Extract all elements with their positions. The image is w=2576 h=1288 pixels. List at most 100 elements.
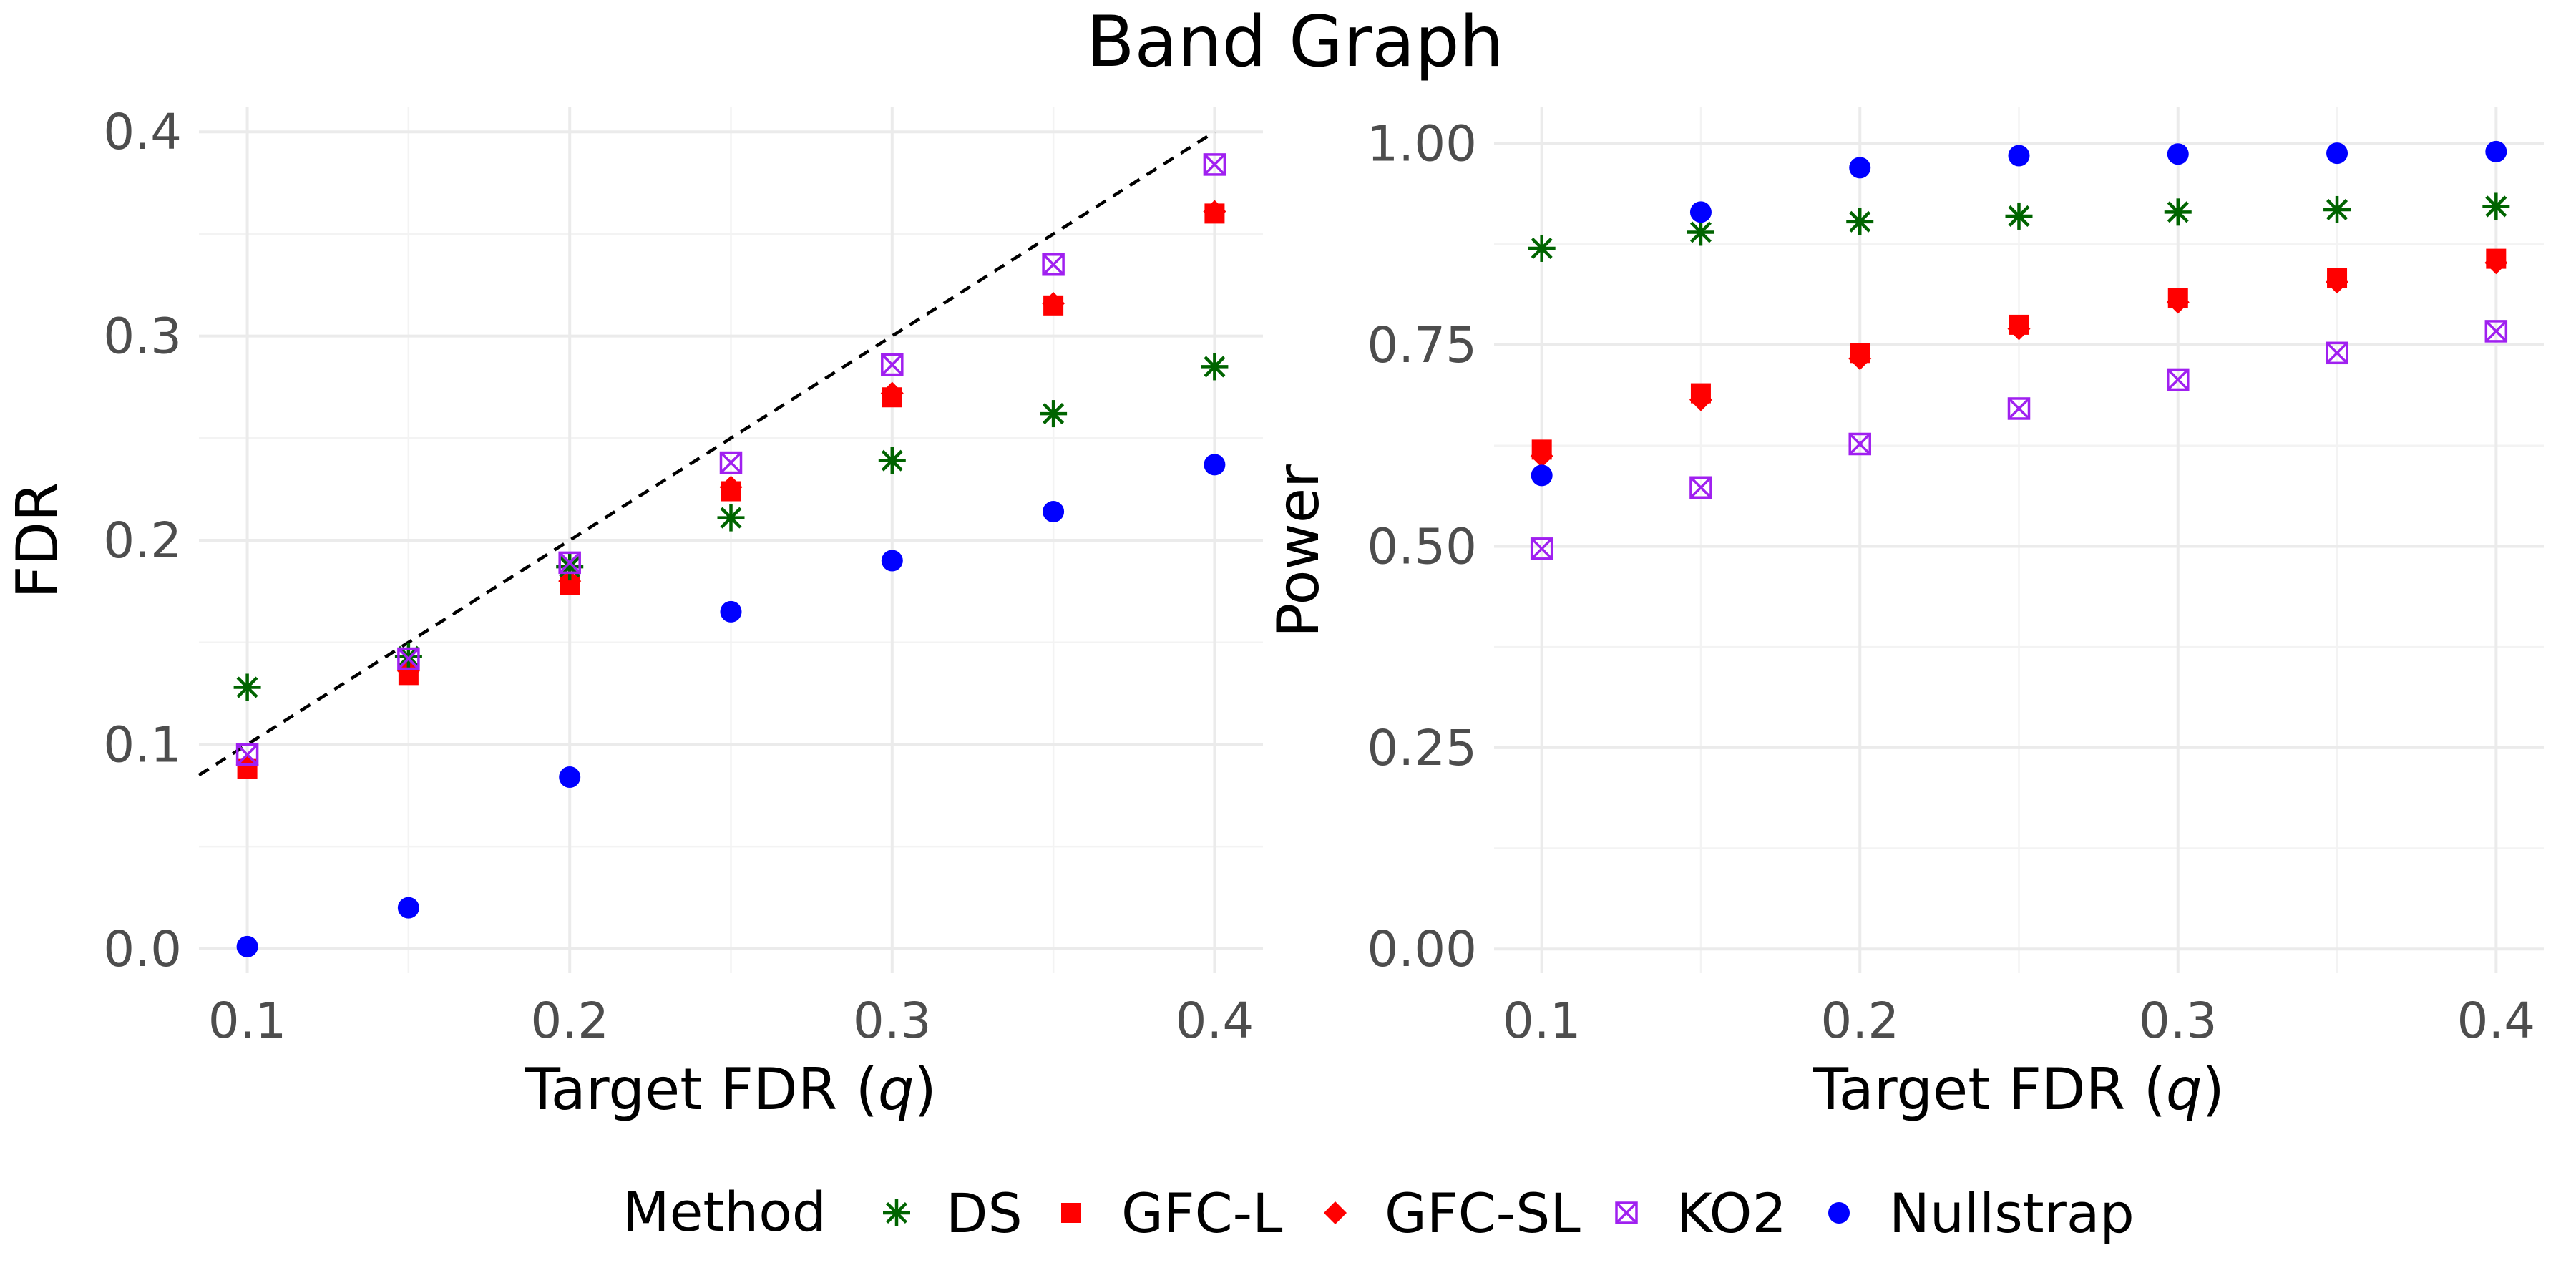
x-tick-label: 0.4 (1176, 992, 1254, 1050)
point-nullstrap (720, 600, 742, 623)
y-tick-label: 0.1 (103, 716, 182, 774)
point-ko2 (235, 743, 259, 766)
point-nullstrap (2326, 142, 2348, 165)
x-tick-label: 0.3 (2139, 992, 2218, 1050)
point-ko2 (719, 451, 743, 474)
point-nullstrap (2167, 143, 2189, 165)
legend-item-gfc-l: GFC-L (1061, 1181, 1282, 1245)
y-tick-label: 0.4 (103, 104, 182, 161)
x-axis-label: Target FDR (q) (525, 1056, 937, 1123)
point-ds (1040, 400, 1068, 428)
point-nullstrap (236, 935, 258, 957)
point-nullstrap (1849, 157, 1871, 179)
point-ds (878, 447, 906, 474)
point-nullstrap (2485, 140, 2507, 162)
point-ko2 (2007, 397, 2031, 420)
legend-key-nullstrap (1828, 1202, 1850, 1224)
point-ko2 (2484, 320, 2508, 343)
fdr-panel: 0.0 0.1 0.2 0.3 0.4 0.1 0.2 0.3 0.4 Target FDR (q… (4, 104, 1263, 1123)
legend-key-ds (883, 1199, 910, 1226)
legend-item-ko2: KO2 (1615, 1181, 1787, 1245)
point-ko2 (1042, 253, 1065, 276)
legend-key-gfc-l (1061, 1203, 1081, 1223)
point-ko2 (881, 353, 904, 376)
legend-title: Method (623, 1180, 826, 1244)
point-ko2 (397, 647, 420, 670)
point-ds (2482, 192, 2510, 220)
point-ds (2164, 198, 2192, 226)
point-nullstrap (1043, 501, 1065, 523)
point-ko2 (2167, 368, 2190, 391)
point-ko2 (1203, 153, 1226, 176)
series-nullstrap (236, 454, 1226, 957)
legend-label: DS (946, 1181, 1023, 1245)
x-tick-label: 0.2 (1820, 992, 1899, 1050)
y-tick-label: 0.50 (1367, 518, 1477, 575)
point-gfc-sl (1689, 388, 1712, 411)
y-tick-label: 1.00 (1367, 116, 1477, 173)
series-ds (1528, 192, 2510, 262)
point-ds (233, 673, 261, 701)
x-tick-label: 0.1 (1503, 992, 1581, 1050)
y-tick-label: 0.00 (1367, 921, 1477, 978)
point-nullstrap (1531, 464, 1553, 487)
point-gfc-sl (558, 570, 582, 593)
series-ko2 (235, 153, 1226, 766)
y-tick-label: 0.2 (103, 512, 182, 570)
x-tick-label: 0.3 (853, 992, 932, 1050)
point-ko2 (2326, 341, 2348, 365)
series-nullstrap (1531, 140, 2507, 487)
point-ds (1528, 234, 1556, 262)
point-nullstrap (559, 766, 581, 789)
legend-item-ds: DS (883, 1181, 1023, 1245)
point-ds (1846, 208, 1874, 235)
point-gfc-sl (2007, 317, 2031, 341)
point-gfc-sl (1203, 200, 1226, 223)
legend-label: KO2 (1677, 1181, 1787, 1245)
series-ko2 (1530, 320, 2508, 560)
chart-title: Band Graph (1086, 1, 1503, 83)
x-tick-label: 0.4 (2457, 992, 2535, 1050)
point-ds (717, 504, 745, 532)
point-gfc-sl (719, 475, 743, 499)
y-axis-label: FDR (4, 482, 71, 598)
fdr-gridlines (199, 107, 1263, 973)
point-gfc-sl (2484, 251, 2508, 275)
legend-label: GFC-SL (1385, 1181, 1581, 1245)
legend-key-gfc-sl (1324, 1201, 1347, 1224)
point-gfc-sl (880, 381, 904, 405)
reference-line (197, 130, 1216, 777)
y-tick-label: 0.0 (103, 921, 182, 978)
power-gridlines (1494, 107, 2544, 973)
point-ds (2323, 195, 2351, 223)
legend: Method DS GFC-L GFC-SL KO2 Nullstrap (623, 1180, 2135, 1245)
point-nullstrap (397, 897, 419, 919)
y-tick-label: 0.25 (1367, 720, 1477, 777)
point-ds (2005, 202, 2033, 230)
point-nullstrap (2008, 145, 2030, 167)
x-axis-label: Target FDR (q) (1813, 1056, 2225, 1123)
point-ds (1201, 353, 1229, 381)
point-ko2 (1530, 537, 1553, 560)
point-gfc-sl (2166, 291, 2190, 314)
legend-label: Nullstrap (1889, 1181, 2135, 1245)
x-tick-label: 0.2 (530, 992, 609, 1050)
point-gfc-sl (1848, 347, 1872, 371)
point-ko2 (1848, 432, 1871, 456)
legend-key-ko2 (1615, 1201, 1638, 1224)
point-nullstrap (1204, 454, 1226, 476)
y-axis-label: Power (1265, 464, 1332, 638)
point-gfc-sl (2326, 270, 2349, 294)
y-tick-label: 0.75 (1367, 317, 1477, 374)
power-panel: 0.00 0.25 0.50 0.75 1.00 0.1 0.2 0.3 0.4 Target F… (1265, 107, 2544, 1123)
legend-item-gfc-sl: GFC-SL (1324, 1181, 1581, 1245)
point-ko2 (1689, 476, 1712, 499)
point-gfc-sl (1530, 444, 1553, 468)
legend-label: GFC-L (1121, 1181, 1282, 1245)
point-gfc-sl (1042, 291, 1065, 315)
series-gfc-sl (1530, 251, 2508, 468)
point-nullstrap (881, 550, 903, 572)
point-ko2 (558, 551, 581, 575)
point-nullstrap (1689, 201, 1712, 223)
